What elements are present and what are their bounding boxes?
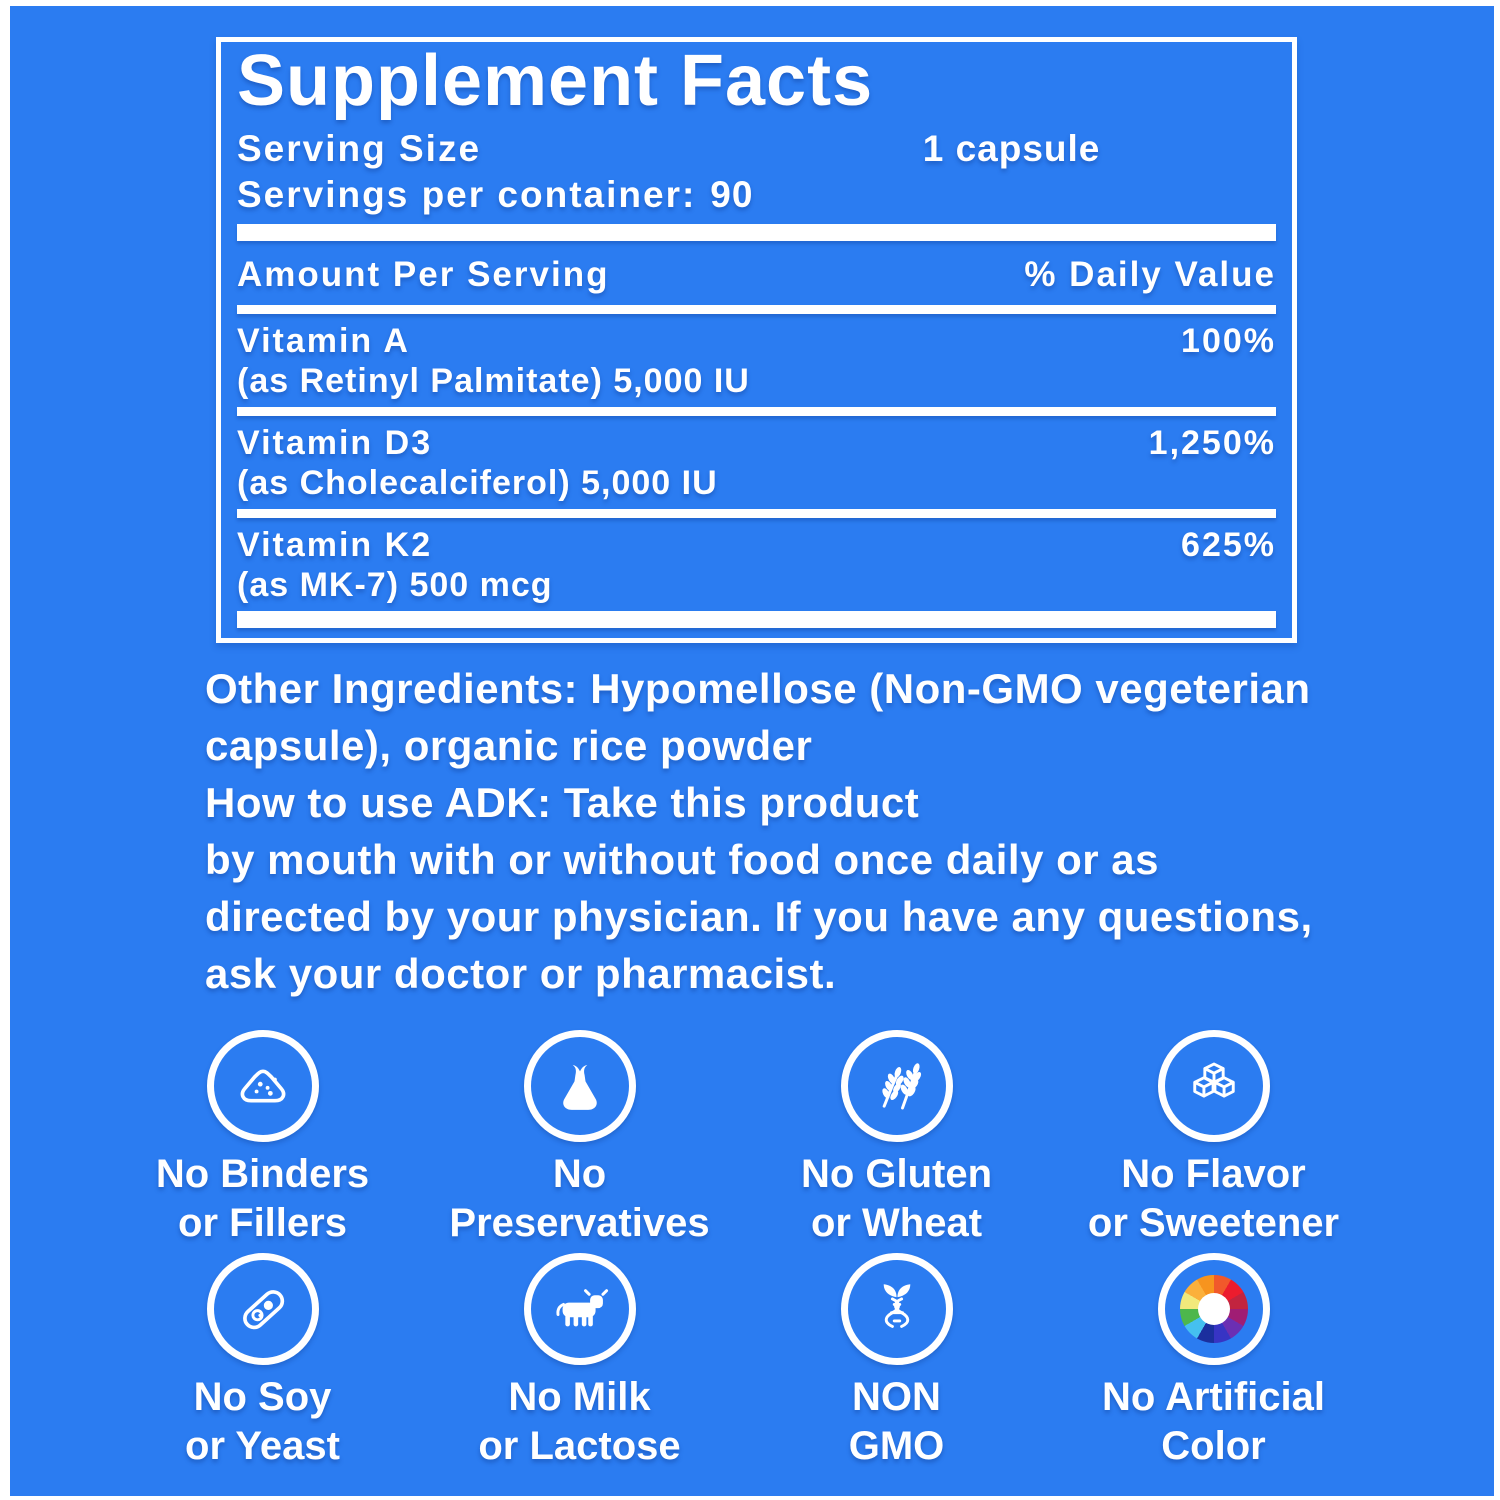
flask-icon xyxy=(562,1064,597,1110)
nutrient-name: Vitamin A xyxy=(237,322,410,360)
serving-size-label: Serving Size xyxy=(237,128,482,169)
nutrient-daily-value: 625% xyxy=(1181,526,1276,564)
divider-thin xyxy=(237,305,1276,314)
text-line: How to use ADK: Take this product xyxy=(205,779,920,826)
badge-circle xyxy=(206,1030,319,1142)
badge-no-flavor: No Flavor or Sweetener xyxy=(1055,1030,1372,1253)
badge-non-gmo: NON GMO xyxy=(738,1253,1055,1476)
badge-no-binders: No Binders or Fillers xyxy=(104,1030,421,1253)
wheat-icon xyxy=(881,1063,921,1110)
badge-circle xyxy=(840,1253,953,1365)
nutrient-name: Vitamin K2 xyxy=(237,526,433,564)
ingredients-and-usage-text: Other Ingredients: Hypomellose (Non-GMO … xyxy=(205,660,1385,1002)
nutrient-name: Vitamin D3 xyxy=(237,424,433,462)
feature-badges-grid: No Binders or Fillers No Preservatives xyxy=(104,1030,1372,1476)
serving-size-value: 1 capsule xyxy=(922,128,1101,169)
nutrient-detail: (as Cholecalciferol) 5,000 IU xyxy=(237,464,718,502)
badge-circle xyxy=(523,1030,636,1142)
nutrient-daily-value: 1,250% xyxy=(1148,424,1276,462)
badge-no-milk: No Milk or Lactose xyxy=(421,1253,738,1476)
text-line: directed by your physician. If you have … xyxy=(205,893,1313,940)
text-line: ask your doctor or pharmacist. xyxy=(205,950,837,997)
nutrient-detail: (as Retinyl Palmitate) 5,000 IU xyxy=(237,362,750,400)
badge-no-gluten: No Gluten or Wheat xyxy=(738,1030,1055,1253)
badge-no-artificial-color: No Artificial Color xyxy=(1055,1253,1372,1476)
text-line: by mouth with or without food once daily… xyxy=(205,836,1159,883)
badge-label: No Flavor or Sweetener xyxy=(1087,1152,1340,1245)
divider-thin xyxy=(237,407,1276,416)
nutrient-detail: (as MK-7) 500 mcg xyxy=(237,566,553,604)
divider-thin xyxy=(237,509,1276,518)
soybean-icon xyxy=(242,1290,284,1330)
facts-column-headers: Amount Per Serving % Daily Value xyxy=(237,255,1276,295)
badge-circle xyxy=(1157,1253,1270,1365)
daily-value-header: % Daily Value xyxy=(1024,255,1276,294)
label-background: Supplement Facts Serving Size 1 capsule … xyxy=(10,6,1494,1496)
badge-circle xyxy=(523,1253,636,1365)
cow-icon xyxy=(555,1289,608,1327)
divider-thick-bottom xyxy=(237,611,1276,628)
badge-no-preservatives: No Preservatives xyxy=(421,1030,738,1253)
text-line: Other Ingredients: Hypomellose (Non-GMO … xyxy=(205,665,1311,712)
sugar-cubes-icon xyxy=(1192,1062,1235,1098)
badge-circle xyxy=(206,1253,319,1365)
badge-label: NON GMO xyxy=(848,1375,945,1468)
badge-label: No Artificial Color xyxy=(1102,1375,1325,1468)
nutrient-row-vitamin-d3: Vitamin D3 1,250% (as Cholecalciferol) 5… xyxy=(237,425,1276,501)
dna-leaf-icon xyxy=(883,1284,910,1328)
servings-per-container-row: Servings per container: 90 xyxy=(237,174,1276,216)
badge-circle xyxy=(840,1030,953,1142)
supplement-facts-panel: Supplement Facts Serving Size 1 capsule … xyxy=(216,37,1297,643)
servings-label: Servings per container: xyxy=(237,174,697,215)
badge-label: No Milk or Lactose xyxy=(478,1375,681,1468)
nutrient-daily-value: 100% xyxy=(1181,322,1276,360)
amount-per-serving-header: Amount Per Serving xyxy=(237,255,610,294)
text-line: capsule), organic rice powder xyxy=(205,722,813,769)
badge-label: No Gluten or Wheat xyxy=(800,1152,993,1245)
badge-label: No Preservatives xyxy=(449,1152,710,1245)
nutrient-row-vitamin-a: Vitamin A 100% (as Retinyl Palmitate) 5,… xyxy=(237,323,1276,399)
facts-title: Supplement Facts xyxy=(237,41,874,121)
divider-thick-top xyxy=(237,224,1276,241)
servings-count: 90 xyxy=(710,174,754,215)
badge-circle xyxy=(1157,1030,1270,1142)
badge-label: No Binders or Fillers xyxy=(155,1152,370,1245)
nutrient-row-vitamin-k2: Vitamin K2 625% (as MK-7) 500 mcg xyxy=(237,527,1276,603)
color-wheel-icon xyxy=(1179,1275,1248,1343)
powder-pile-icon xyxy=(240,1069,285,1103)
badge-label: No Soy or Yeast xyxy=(185,1375,340,1468)
badge-no-soy: No Soy or Yeast xyxy=(104,1253,421,1476)
serving-size-row: Serving Size 1 capsule xyxy=(237,128,1276,170)
